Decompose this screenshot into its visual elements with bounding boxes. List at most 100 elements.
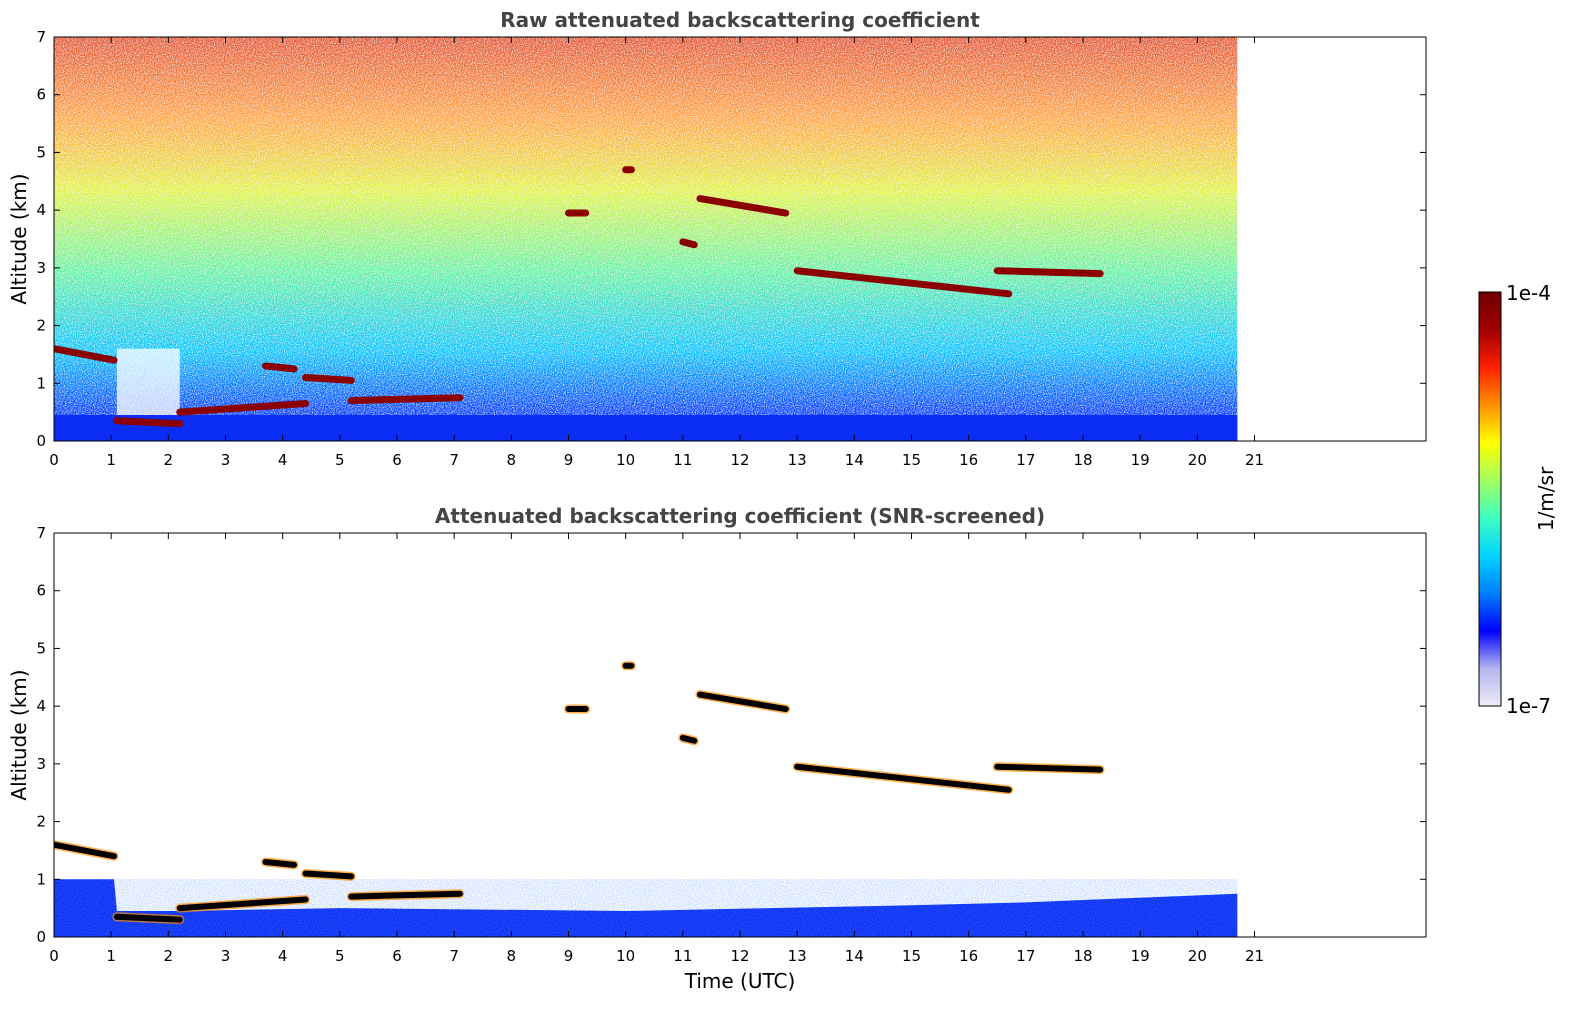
snr-x-axis: 0 1 2 3 4 5 6 7 8 9 10 11 12 13 14 15 16 17 18 19 20 21: [49, 533, 1264, 965]
x-tick-label: 17: [1016, 947, 1035, 965]
cloud-layer: [302, 870, 355, 880]
x-tick-label: 3: [221, 947, 231, 965]
y-tick-label: 2: [36, 813, 46, 831]
cloud-layer: [176, 399, 310, 416]
x-tick-label: 8: [507, 451, 517, 469]
cloud-layer: [348, 890, 463, 900]
raw-y-axis-label: Altitude (km): [7, 173, 31, 304]
x-tick-label: 4: [278, 947, 288, 965]
x-tick-label: 0: [49, 947, 59, 965]
snr-screened-panel: Attenuated backscattering coefficient (S…: [7, 504, 1427, 993]
x-tick-label: 1: [106, 451, 116, 469]
raw-boundary-layer: [54, 415, 1238, 441]
cloud-layer: [696, 195, 790, 217]
cloud-layer: [176, 896, 309, 912]
x-tick-label: 18: [1073, 947, 1092, 965]
x-tick-label: 20: [1188, 451, 1207, 469]
x-tick-label: 7: [449, 947, 459, 965]
x-tick-label: 5: [335, 947, 345, 965]
cloud-layer: [54, 345, 118, 364]
x-tick-label: 15: [902, 947, 921, 965]
y-tick-label: 0: [36, 432, 46, 450]
cloud-layer: [113, 913, 183, 923]
snr-y-axis: 0 1 2 3 4 5 6 7: [36, 524, 1426, 946]
cloud-layer: [679, 238, 698, 249]
snr-boundary-texture: [54, 879, 1238, 937]
y-tick-label: 4: [36, 697, 46, 715]
x-tick-label: 9: [564, 451, 574, 469]
y-tick-label: 2: [36, 317, 46, 335]
y-tick-label: 3: [36, 755, 46, 773]
raw-chart-title: Raw attenuated backscattering coefficien…: [500, 8, 980, 32]
x-tick-label: 10: [616, 947, 635, 965]
snr-x-axis-label: Time (UTC): [684, 969, 796, 993]
x-tick-label: 9: [564, 947, 574, 965]
x-tick-label: 3: [221, 451, 231, 469]
snr-y-axis-label: Altitude (km): [7, 669, 31, 800]
raw-cloud-layers: [54, 166, 1104, 428]
raw-x-axis: 0 1 2 3 4 5 6 7 8 9 10 11 12 13 14 15 16 17 18 19 20 21: [49, 37, 1264, 469]
cloud-layer: [793, 267, 1013, 298]
colorbar-min-label: 1e-7: [1506, 694, 1551, 718]
y-tick-label: 6: [36, 86, 46, 104]
cloud-layer: [54, 841, 118, 860]
y-tick-label: 4: [36, 201, 46, 219]
x-tick-label: 12: [730, 947, 749, 965]
x-tick-label: 4: [278, 451, 288, 469]
cloud-layer: [994, 763, 1104, 773]
x-tick-label: 6: [392, 947, 402, 965]
x-tick-label: 18: [1073, 451, 1092, 469]
x-tick-label: 1: [106, 947, 116, 965]
raw-low-signal-gap: [116, 348, 180, 416]
colorbar: 1e-4 1e-7 1/m/sr: [1478, 281, 1558, 718]
x-tick-label: 2: [164, 947, 174, 965]
cloud-layer: [794, 763, 1012, 793]
y-tick-label: 5: [36, 639, 46, 657]
cloud-layer: [262, 858, 298, 868]
colorbar-scale: [1478, 291, 1502, 707]
raw-backscatter-panel: Raw attenuated backscattering coefficien…: [7, 8, 1427, 469]
x-tick-label: 7: [449, 451, 459, 469]
snr-cloud-layers: [54, 661, 1105, 925]
y-tick-label: 7: [36, 28, 46, 46]
y-tick-label: 1: [36, 374, 46, 392]
x-tick-label: 2: [164, 451, 174, 469]
x-tick-label: 15: [902, 451, 921, 469]
y-tick-label: 0: [36, 928, 46, 946]
x-tick-label: 16: [959, 451, 978, 469]
raw-noise-overlay: [54, 37, 1238, 441]
cloud-layer: [262, 362, 298, 373]
x-tick-label: 19: [1131, 947, 1150, 965]
x-tick-label: 5: [335, 451, 345, 469]
x-tick-label: 20: [1188, 947, 1207, 965]
snr-plot-frame: [53, 532, 1427, 938]
colorbar-unit-label: 1/m/sr: [1534, 466, 1558, 531]
cloud-layer: [696, 691, 789, 713]
x-tick-label: 8: [507, 947, 517, 965]
x-tick-label: 14: [845, 451, 864, 469]
y-tick-label: 1: [36, 870, 46, 888]
snr-heatmap: [54, 661, 1238, 937]
x-tick-label: 11: [673, 451, 692, 469]
x-tick-label: 17: [1016, 451, 1035, 469]
snr-chart-title: Attenuated backscattering coefficient (S…: [435, 504, 1045, 528]
x-tick-label: 21: [1245, 451, 1264, 469]
x-tick-label: 19: [1131, 451, 1150, 469]
cloud-layer: [302, 374, 355, 384]
x-tick-label: 6: [392, 451, 402, 469]
x-tick-label: 12: [730, 451, 749, 469]
cloud-layer: [347, 394, 464, 405]
x-tick-label: 11: [673, 947, 692, 965]
cloud-layer: [679, 734, 698, 744]
cloud-layer: [993, 267, 1104, 278]
y-tick-label: 3: [36, 259, 46, 277]
y-tick-label: 5: [36, 143, 46, 161]
y-tick-label: 7: [36, 524, 46, 542]
cloud-layer: [113, 417, 184, 428]
colorbar-max-label: 1e-4: [1506, 281, 1551, 305]
x-tick-label: 13: [788, 451, 807, 469]
x-tick-label: 14: [845, 947, 864, 965]
raw-y-axis: 0 1 2 3 4 5 6 7: [36, 28, 1426, 450]
x-tick-label: 21: [1245, 947, 1264, 965]
